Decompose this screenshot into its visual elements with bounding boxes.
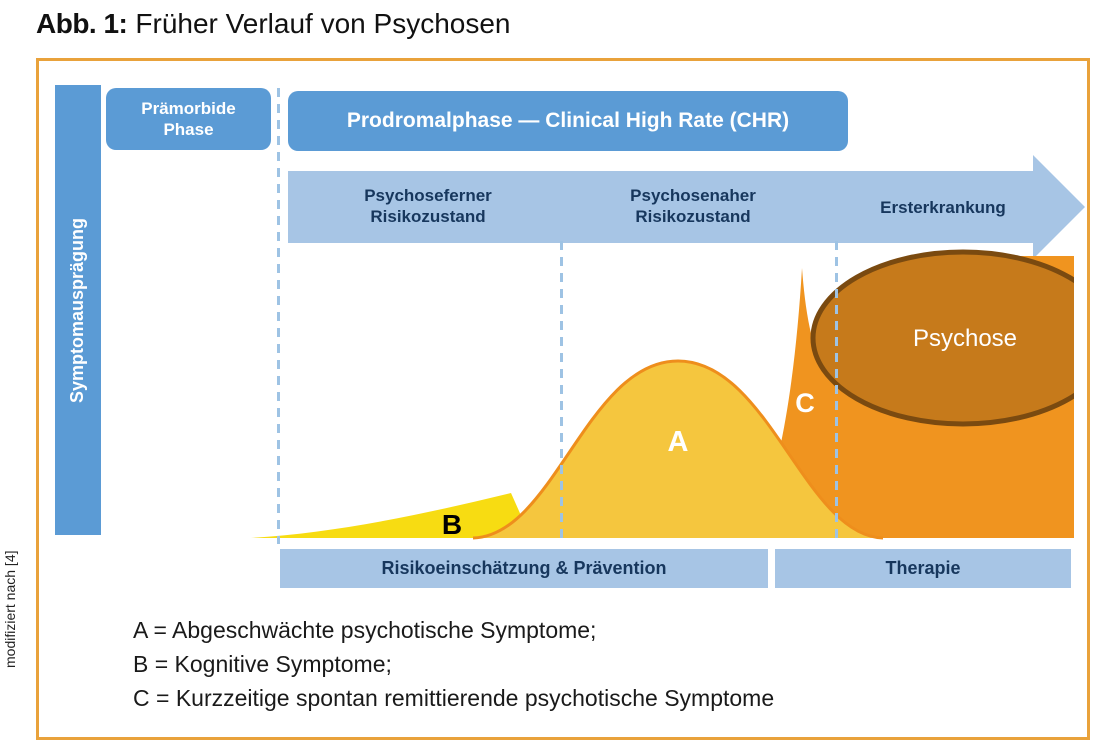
phase-prodromal: Prodromalphase — Clinical High Rate (CHR… [288,91,848,151]
legend: A = Abgeschwächte psychotische Symptome;… [133,613,774,715]
timeline-arrow-body [288,171,1033,243]
phase-divider-3 [835,241,838,544]
curve-a-label: A [668,426,689,458]
curve-b-label: B [442,509,462,540]
legend-item-a: A = Abgeschwächte psychotische Symptome; [133,617,597,643]
curve-c-label: C [795,388,815,418]
symptom-curves: B A C Psychose [251,249,1074,540]
bar-risk-assessment-prevention: Risikoeinschätzung & Prävention [280,549,768,588]
bar-therapy: Therapie [775,549,1071,588]
legend-item-b: B = Kognitive Symptome; [133,651,392,677]
psychose-label: Psychose [913,325,1017,352]
phase-divider-2 [560,241,563,544]
y-axis-bar: Symptomausprägung [55,85,101,535]
curve-b-cognitive-area [251,493,531,538]
figure-number-label: Abb. 1: [36,8,128,39]
figure-title: Abb. 1: Früher Verlauf von Psychosen [36,8,510,40]
phase-premorbid: Prämorbide Phase [106,88,271,150]
stage-ersterkrankung: Ersterkrankung [880,198,1006,217]
curve-a-attenuated-area [472,359,884,540]
y-axis-label: Symptomausprägung [67,217,88,403]
phase-divider-1 [277,88,280,544]
psychose-ellipse [810,249,1074,427]
figure-title-text: Früher Verlauf von Psychosen [135,8,511,39]
legend-item-c: C = Kurzzeitige spontan remittierende ps… [133,685,775,711]
source-note: modifiziert nach [4] [2,550,18,669]
timeline-arrow-head [1033,155,1085,259]
figure-frame: Symptomausprägung Prämorbide Phase Prodr… [36,58,1090,740]
stage-psychoseferner: Psychoseferner Risikozustand [364,186,492,227]
stage-psychosenaher: Psychosenaher Risikozustand [630,186,756,227]
